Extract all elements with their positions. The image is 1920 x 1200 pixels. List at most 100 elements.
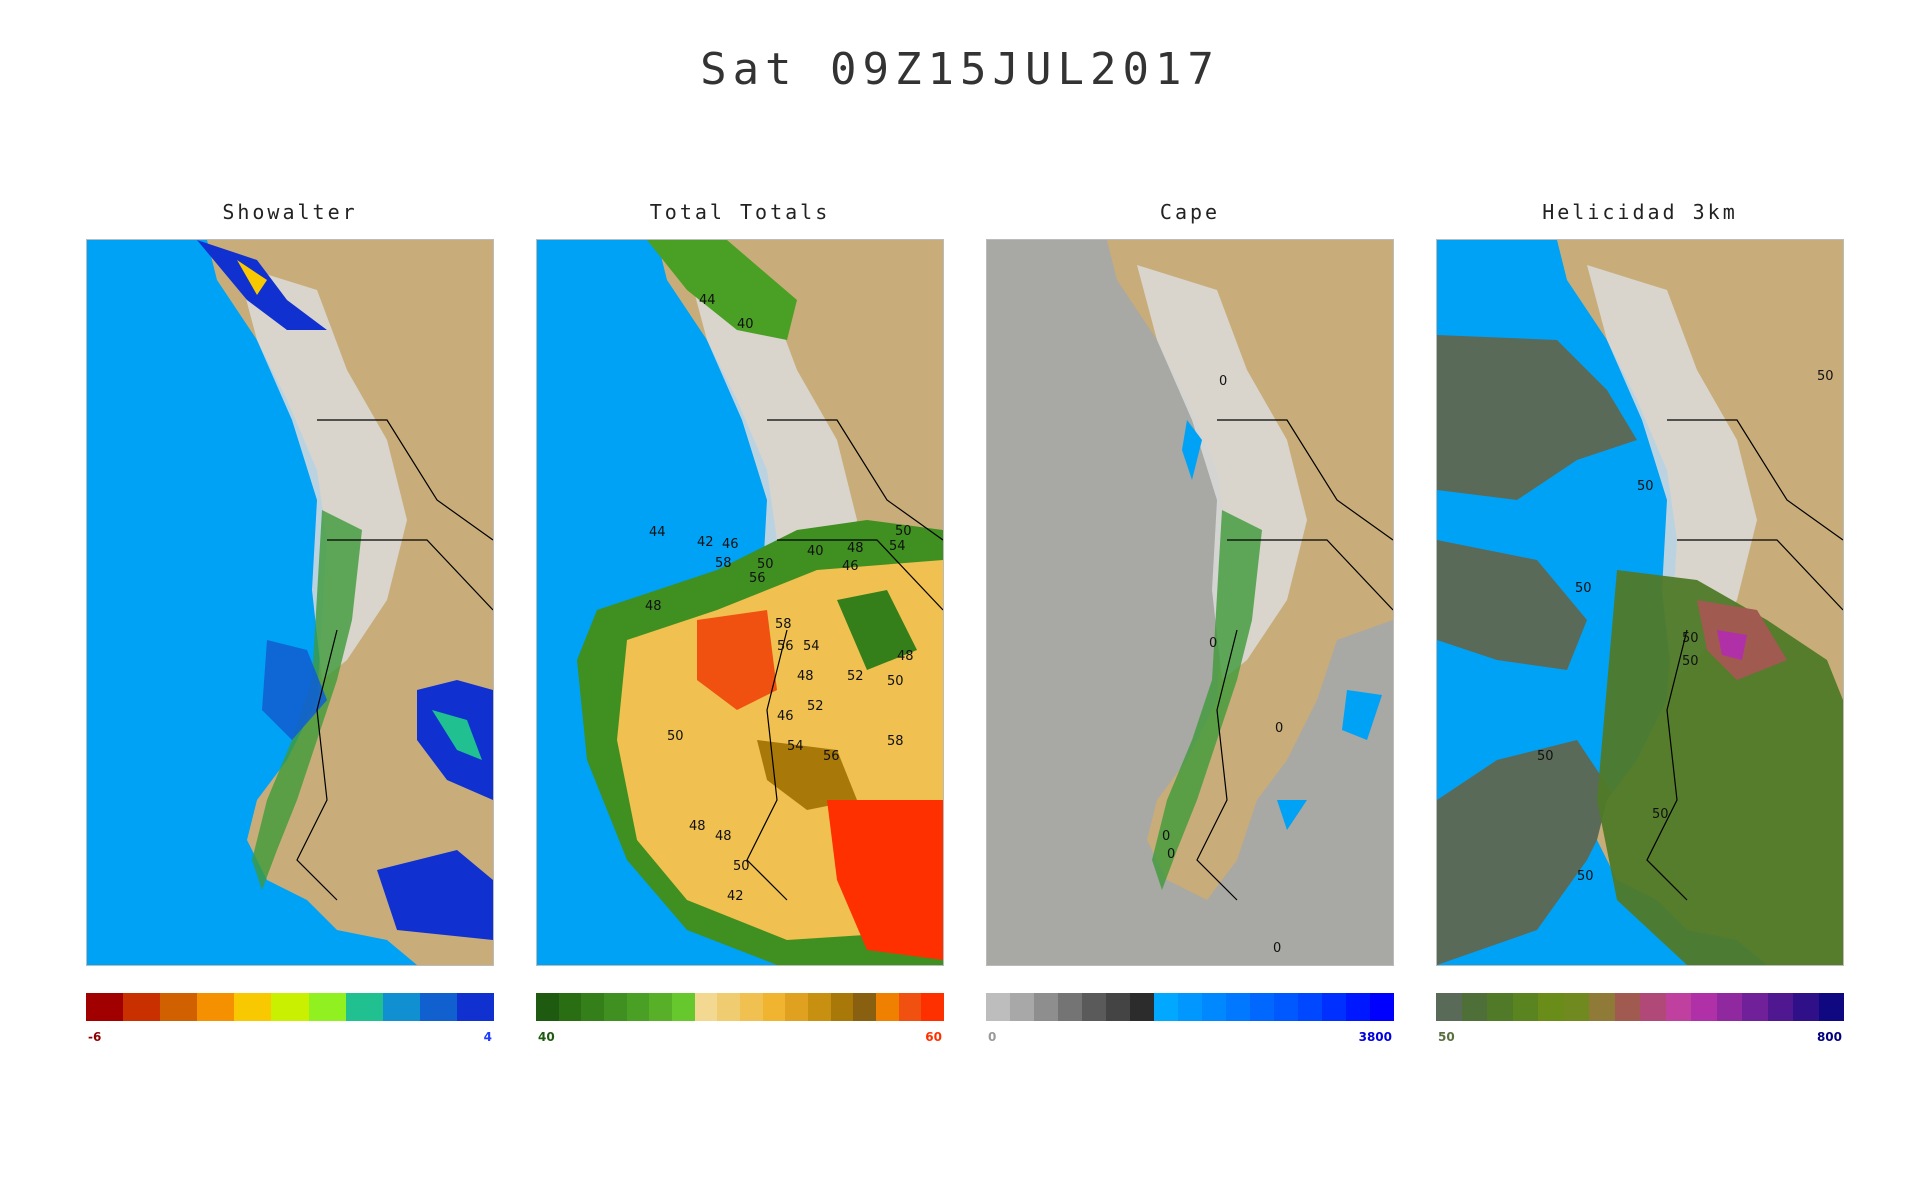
map-helicidad[interactable]: 50 50 50 50 50 50 50 50 [1436, 239, 1844, 966]
contour-label: 44 [649, 525, 666, 540]
colorbar-swatch [1665, 993, 1691, 1021]
colorbar-swatch [1346, 993, 1370, 1021]
colorbar-swatch [234, 993, 272, 1021]
colorbar-swatch [1034, 993, 1058, 1021]
andes-snow [1587, 265, 1757, 680]
panel-title: Showalter [222, 200, 358, 224]
contour-label: 40 [807, 544, 824, 559]
colorbar-swatch [649, 993, 673, 1021]
showalter-blob [262, 640, 327, 740]
contour-label: 54 [787, 739, 804, 754]
contour-label: 0 [1167, 847, 1175, 862]
map-showalter[interactable] [86, 239, 494, 966]
cape-blob [1277, 800, 1307, 830]
colorbar-swatch [1487, 993, 1513, 1021]
colorbar-swatch [740, 993, 763, 1021]
contour-label: 50 [887, 674, 904, 689]
colorbar-swatch [1716, 993, 1742, 1021]
colorbar-swatch [1538, 993, 1564, 1021]
showalter-blob [377, 850, 493, 940]
cape-blob [1182, 420, 1202, 480]
colorbar-swatch [1082, 993, 1106, 1021]
contour-label: 46 [842, 559, 859, 574]
colorbar-swatch [853, 993, 877, 1021]
borders [746, 419, 943, 901]
contour-label: 58 [715, 556, 732, 571]
contour-label: 50 [1652, 807, 1669, 822]
contour-label: 54 [889, 539, 906, 554]
colorbar-swatch [1106, 993, 1130, 1021]
colorbar-swatch [921, 993, 945, 1021]
colorbar-swatch [271, 993, 309, 1021]
colorbar-swatch [1298, 993, 1322, 1021]
colorbar-swatch [762, 993, 786, 1021]
colorbar-swatch [1178, 993, 1202, 1021]
colorbar-swatch [785, 993, 809, 1021]
colorbar-swatch [308, 993, 346, 1021]
colorbar-swatch [1058, 993, 1082, 1021]
colorbar-swatch [717, 993, 741, 1021]
colorbar-swatch [1274, 993, 1298, 1021]
colorbar-max-label: 800 [1816, 1030, 1842, 1044]
panel-title: Cape [1159, 200, 1221, 224]
contour-label: 46 [722, 537, 739, 552]
contour-label: 48 [645, 599, 662, 614]
contour-label: 58 [887, 734, 904, 749]
contour-label: 0 [1162, 829, 1170, 844]
colorbar [536, 993, 945, 1021]
colorbar-swatch [1436, 993, 1462, 1021]
showalter-blob [432, 710, 482, 760]
colorbar-swatch [1154, 993, 1178, 1021]
contour-label: 56 [777, 639, 794, 654]
contour-label: 0 [1209, 636, 1217, 651]
contour-label: 50 [667, 729, 684, 744]
contour-label: 50 [1577, 869, 1594, 884]
colorbar-swatch [536, 993, 559, 1021]
colorbar-swatch [456, 993, 495, 1021]
colorbar-swatch [1010, 993, 1034, 1021]
contour-label: 48 [689, 819, 706, 834]
colorbar-swatch [898, 993, 922, 1021]
colorbar-swatch [1322, 993, 1346, 1021]
contour-label: 52 [807, 699, 824, 714]
borders [1196, 419, 1393, 901]
colorbar-swatch [345, 993, 383, 1021]
colorbar-min-label: 40 [538, 1030, 555, 1044]
contour-label: 44 [699, 293, 716, 308]
colorbar-swatch [672, 993, 695, 1021]
tt-field [697, 610, 777, 710]
contour-label: 48 [797, 669, 814, 684]
colorbar-swatch [808, 993, 831, 1021]
colorbar-swatch [1563, 993, 1589, 1021]
colorbar-swatch [1691, 993, 1717, 1021]
contour-label: 42 [697, 535, 714, 550]
main-title: Sat 09Z15JUL2017 [700, 44, 1220, 95]
colorbar-swatch [86, 993, 124, 1021]
colorbar-swatch [1370, 993, 1394, 1021]
map-total-totals[interactable]: 44 40 44 42 46 40 48 50 54 58 50 56 46 48 58 56 54 48 52 50… [536, 239, 944, 966]
colorbar-swatch [1818, 993, 1844, 1021]
contour-label: 50 [1575, 581, 1592, 596]
andes-snow [1137, 265, 1307, 680]
colorbar-swatch [626, 993, 650, 1021]
colorbar-swatch [1512, 993, 1538, 1021]
cape-blob [1342, 690, 1382, 740]
colorbar-swatch [1202, 993, 1226, 1021]
contour-label: 50 [757, 557, 774, 572]
colorbar-swatch [1130, 993, 1154, 1021]
colorbar-swatch [876, 993, 899, 1021]
contour-label: 50 [1537, 749, 1554, 764]
helicity-field [1717, 630, 1747, 660]
helicity-field [1437, 740, 1617, 965]
contour-label: 48 [897, 649, 914, 664]
colorbar-swatch [694, 993, 718, 1021]
colorbar-swatch [1226, 993, 1250, 1021]
colorbar [986, 993, 1394, 1021]
contour-label: 0 [1275, 721, 1283, 736]
colorbar-swatch [558, 993, 582, 1021]
colorbar-swatch [581, 993, 605, 1021]
colorbar-swatch [160, 993, 198, 1021]
contour-label: 50 [1817, 369, 1834, 384]
map-cape[interactable]: 0 0 0 0 0 0 [986, 239, 1394, 966]
colorbar-max-label: 4 [483, 1030, 492, 1044]
